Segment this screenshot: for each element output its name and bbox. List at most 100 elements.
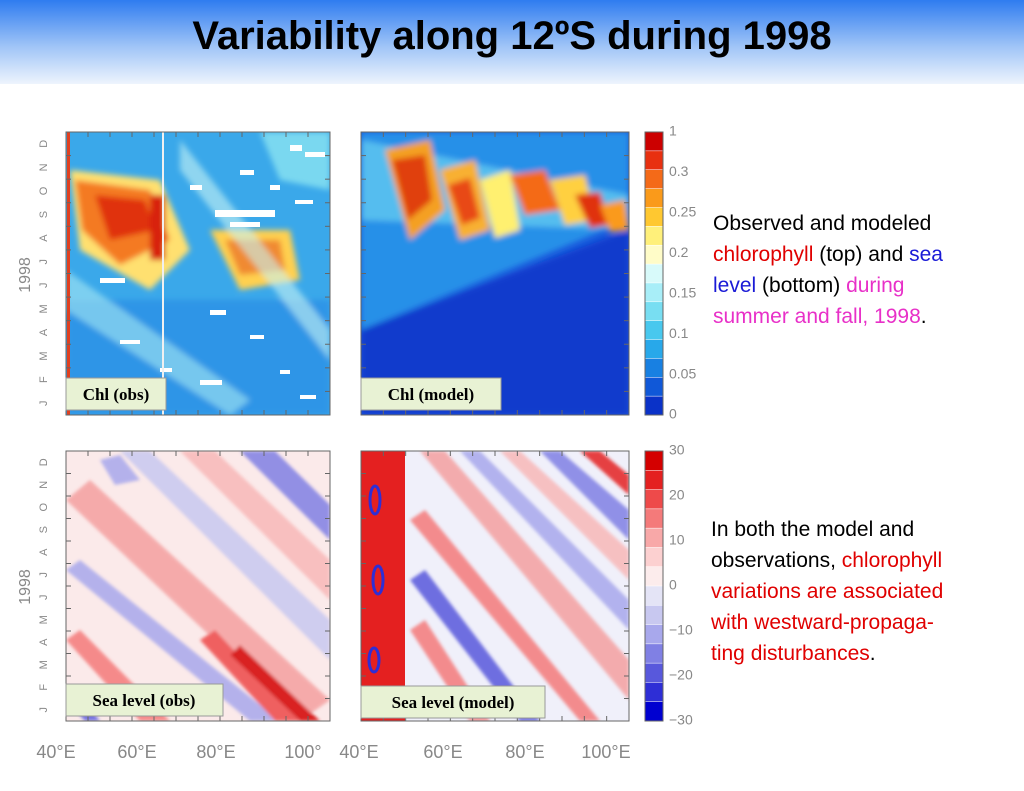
panel-label-sea-level-model: Sea level (model): [392, 693, 515, 712]
desc-top-during: during: [846, 274, 905, 297]
x-axis-label-3: 100°: [284, 742, 321, 762]
x-axis-label-1: 60°E: [117, 742, 156, 762]
month-label-bottom-3: A: [38, 638, 50, 646]
month-label-bottom-0: J: [38, 707, 50, 713]
x-axis-label-0: 40°E: [36, 742, 75, 762]
y-axis-label-bottom: 1998: [17, 569, 34, 605]
chl-colorbar-label-5: 0.1: [669, 325, 689, 341]
ssh-colorbar-swatch: [644, 489, 664, 510]
month-label-top-3: A: [38, 328, 50, 336]
chl-colorbar-swatch: [644, 395, 664, 416]
month-label-top-2: M: [38, 351, 50, 360]
chl-colorbar-label-4: 0.15: [669, 284, 696, 300]
chl-colorbar-swatch: [644, 150, 664, 171]
x-axis-label-4: 40°E: [339, 742, 378, 762]
chl-colorbar-swatch: [644, 169, 664, 190]
month-label-bottom-4: M: [38, 615, 50, 624]
month-label-bottom-6: J: [38, 572, 50, 578]
month-label-top-4: M: [38, 304, 50, 313]
chl-colorbar-swatch: [644, 377, 664, 397]
month-label-top-1: F: [38, 376, 50, 383]
panel-sea-level-model: [361, 451, 629, 721]
y-axis-label-top: 1998: [17, 257, 34, 293]
desc-top-season: summer and fall, 1998: [713, 305, 921, 328]
chl-colorbar-swatch: [644, 131, 664, 152]
month-label-top-11: D: [38, 140, 50, 148]
panel-label-sea-level-model-box: Sea level (model): [360, 685, 546, 719]
x-axis-label-6: 80°E: [505, 742, 544, 762]
ssh-colorbar-swatch: [644, 585, 664, 607]
hovmoller-figure: J F M A M J J A S O N D J F M A M J J A S O N D 1998 1998 40°E…: [0, 100, 720, 791]
chl-colorbar-swatch: [644, 226, 664, 246]
y-axis-month-labels-bottom: J F M A M J J A S O N D: [38, 458, 50, 712]
chl-colorbar-swatch: [644, 320, 664, 341]
panel-chl-model: [361, 132, 629, 415]
chl-colorbar-frame: [644, 131, 664, 416]
desc-bottom-period: .: [869, 642, 876, 665]
desc-bottom-text-4: with westward-propaga-: [711, 611, 934, 634]
ssh-colorbar-swatch: [644, 624, 664, 645]
panel-label-sea-level-obs: Sea level (obs): [93, 691, 196, 710]
chl-colorbar-swatch: [644, 339, 664, 360]
month-label-bottom-10: N: [38, 481, 50, 489]
desc-bottom-chlorophyll: chlorophyll: [841, 549, 943, 572]
ssh-colorbar-swatch: [644, 605, 664, 626]
chl-colorbar-label-6: 0.05: [669, 365, 696, 381]
ssh-colorbar-label-1: 20: [669, 487, 685, 503]
chl-colorbar-label-2: 0.25: [669, 204, 696, 220]
chl-colorbar-swatch: [644, 188, 664, 209]
ssh-colorbar-swatch: [644, 682, 664, 703]
month-label-bottom-9: O: [38, 503, 50, 512]
x-axis-label-5: 60°E: [423, 742, 462, 762]
ssh-colorbar-swatch: [644, 566, 664, 587]
desc-top-sea: sea: [909, 243, 943, 266]
colorbar-chlorophyll: 1 0.3 0.25 0.2 0.15 0.1 0.05 0: [644, 123, 696, 422]
chl-colorbar-swatch: [644, 358, 664, 379]
ssh-colorbar-swatch: [644, 527, 664, 549]
colorbar-sea-level: 30 20 10 0 −10 −20 −30: [644, 442, 693, 728]
axis-ticks: [66, 132, 629, 721]
ssh-colorbar-swatch: [644, 662, 664, 684]
month-label-bottom-1: F: [38, 684, 50, 691]
desc-top-text-2: (top) and: [813, 243, 910, 266]
panel-label-chl-model: Chl (model): [388, 385, 474, 404]
x-axis-label-7: 100°E: [581, 742, 630, 762]
x-axis-label-2: 80°E: [196, 742, 235, 762]
desc-top-period: .: [920, 305, 927, 328]
panel-label-sea-level-obs-box: Sea level (obs): [65, 683, 224, 717]
ssh-colorbar-swatch: [644, 547, 664, 568]
month-label-top-0: J: [38, 400, 50, 406]
desc-top-text-1: Observed and modeled: [713, 212, 932, 235]
panel-label-chl-obs: Chl (obs): [83, 385, 150, 404]
x-axis-longitude-labels: 40°E 60°E 80°E 100° 40°E 60°E 80°E 100°E: [36, 742, 630, 762]
chl-colorbar-swatch: [644, 282, 664, 303]
desc-bottom-text-5: ting disturbances: [711, 642, 870, 665]
chl-colorbar-swatch: [644, 263, 664, 284]
panel-chl-obs: [66, 132, 330, 415]
month-label-top-5: J: [38, 283, 50, 289]
desc-top-text-3: (bottom): [756, 274, 847, 297]
ssh-colorbar-swatch: [644, 508, 664, 529]
chl-colorbar-label-3: 0.2: [669, 244, 689, 260]
desc-bottom-text-1: In both the model and: [711, 518, 915, 541]
description-top: Observed and modeled chlorophyll (top) a…: [713, 208, 1013, 332]
month-label-bottom-5: J: [38, 595, 50, 601]
chl-colorbar-swatch: [644, 244, 664, 265]
chl-colorbar-label-0: 1: [669, 123, 677, 139]
description-bottom: In both the model and observations, chlo…: [711, 514, 1016, 669]
ssh-colorbar-label-0: 30: [669, 442, 685, 458]
month-label-top-8: S: [38, 211, 50, 218]
month-label-bottom-8: S: [38, 526, 50, 533]
panel-sea-level-obs: [66, 451, 330, 721]
chl-colorbar-label-7: 0: [669, 406, 677, 422]
desc-top-level: level: [713, 274, 757, 297]
ssh-colorbar-swatch: [644, 470, 664, 491]
ssh-colorbar-swatch: [644, 643, 664, 664]
month-label-top-10: N: [38, 163, 50, 171]
ssh-colorbar-swatch: [644, 450, 664, 472]
ssh-colorbar-label-5: −20: [669, 667, 693, 683]
ssh-colorbar-swatch: [644, 701, 664, 722]
y-axis-month-labels-top: J F M A M J J A S O N D: [38, 140, 50, 406]
desc-bottom-text-3: variations are associated: [711, 580, 944, 603]
title-banner: [0, 0, 1024, 84]
